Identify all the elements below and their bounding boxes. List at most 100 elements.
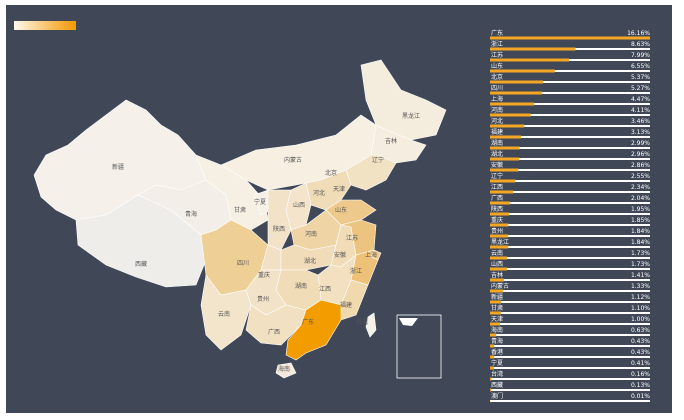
- south-china-sea-inset: [396, 314, 442, 379]
- bar[interactable]: [490, 201, 511, 205]
- category-label: 甘肃: [491, 304, 503, 312]
- value-label: 3.46%: [631, 118, 650, 125]
- category-label: 安徽: [491, 161, 503, 169]
- bar[interactable]: [490, 157, 520, 161]
- map-region-hainan[interactable]: [275, 362, 297, 379]
- bar[interactable]: [490, 377, 492, 381]
- bar-track: [490, 389, 650, 391]
- value-label: 0.16%: [631, 371, 650, 378]
- bar[interactable]: [490, 146, 520, 150]
- bar[interactable]: [490, 36, 650, 40]
- bar[interactable]: [490, 212, 510, 216]
- bar-track: [490, 147, 650, 149]
- province-label: 宁夏: [254, 198, 266, 206]
- value-label: 5.27%: [631, 85, 650, 92]
- bar-track: [490, 301, 650, 303]
- bar[interactable]: [490, 256, 508, 260]
- value-label: 0.43%: [631, 349, 650, 356]
- bar[interactable]: [490, 344, 495, 348]
- map-region-beijing-hebei[interactable]: [305, 169, 352, 211]
- province-label: 四川: [237, 260, 249, 267]
- bar[interactable]: [490, 124, 525, 128]
- province-label: 吉林: [385, 137, 397, 145]
- bar[interactable]: [490, 289, 504, 293]
- bar-track: [490, 356, 650, 358]
- bar[interactable]: [490, 278, 504, 282]
- bar[interactable]: [490, 69, 555, 73]
- bar-track: [490, 257, 650, 259]
- bar[interactable]: [490, 333, 497, 337]
- bar[interactable]: [490, 245, 509, 249]
- value-label: 1.10%: [631, 305, 650, 312]
- bar[interactable]: [490, 179, 516, 183]
- province-label: 江西: [319, 286, 331, 293]
- bar-track: [490, 400, 650, 402]
- province-label: 甘肃: [234, 206, 246, 214]
- bar[interactable]: [490, 322, 500, 326]
- bar[interactable]: [490, 300, 502, 304]
- category-label: 湖南: [491, 139, 503, 147]
- bar-track: [490, 367, 650, 369]
- bar[interactable]: [490, 113, 531, 117]
- map-region-heilongjiang[interactable]: [360, 59, 447, 141]
- value-label: 1.12%: [631, 294, 650, 301]
- category-label: 云南: [491, 249, 503, 257]
- province-label: 浙江: [350, 267, 362, 275]
- bar[interactable]: [490, 102, 535, 106]
- map-region-shaanxi[interactable]: [267, 189, 292, 251]
- category-label: 西藏: [491, 381, 503, 389]
- map-region-taiwan[interactable]: [365, 312, 377, 338]
- province-label: 黑龙江: [402, 112, 420, 120]
- value-label: 2.96%: [631, 151, 650, 158]
- bar[interactable]: [490, 355, 495, 359]
- category-label: 山西: [491, 260, 503, 268]
- map-region-liaoning[interactable]: [345, 154, 397, 191]
- chart-panel: 黑龙江 吉林 辽宁 内蒙古 北京 天津 河北 山西 山东 河南 陕西 宁夏 甘肃 青海 新疆 西藏 四川 重庆 湖北…: [6, 5, 672, 413]
- bar[interactable]: [490, 91, 543, 95]
- bar-track: [490, 213, 650, 215]
- bar[interactable]: [490, 168, 519, 172]
- province-label: 广西: [268, 328, 280, 336]
- bar[interactable]: [490, 267, 508, 271]
- category-label: 江苏: [491, 51, 503, 59]
- value-label: 4.47%: [631, 96, 650, 103]
- province-label: 陕西: [273, 225, 285, 233]
- bar[interactable]: [490, 80, 544, 84]
- province-label: 山西: [293, 201, 305, 209]
- bar-track: [490, 92, 650, 94]
- category-label: 澳门: [491, 392, 503, 400]
- map-region-xizang[interactable]: [75, 194, 207, 288]
- map-region-guangdong[interactable]: [285, 299, 342, 361]
- bar[interactable]: [490, 223, 509, 227]
- bar-track: [490, 246, 650, 248]
- bar-track: [490, 103, 650, 105]
- bar[interactable]: [490, 234, 509, 238]
- bar-track: [490, 334, 650, 336]
- bar-track: [490, 268, 650, 270]
- category-label: 宁夏: [491, 359, 503, 367]
- category-label: 福建: [491, 128, 503, 136]
- value-label: 2.55%: [631, 173, 650, 180]
- bar[interactable]: [490, 366, 495, 370]
- bar[interactable]: [490, 135, 521, 139]
- value-label: 1.73%: [631, 261, 650, 268]
- category-label: 广东: [491, 29, 503, 37]
- province-label: 贵州: [257, 295, 269, 303]
- bar[interactable]: [490, 47, 576, 51]
- bar[interactable]: [490, 58, 570, 62]
- bar[interactable]: [490, 190, 514, 194]
- category-label: 贵州: [491, 227, 503, 235]
- value-label: 1.95%: [631, 206, 650, 213]
- value-label: 2.04%: [631, 195, 650, 202]
- bar[interactable]: [490, 388, 492, 392]
- bar[interactable]: [490, 311, 501, 315]
- bar-track: [490, 180, 650, 182]
- value-label: 5.37%: [631, 74, 650, 81]
- map-region-yunnan[interactable]: [200, 274, 252, 351]
- category-label: 吉林: [491, 271, 503, 279]
- province-label: 海南: [278, 365, 290, 373]
- category-label: 湖北: [491, 150, 503, 158]
- province-label: 河北: [313, 189, 325, 197]
- value-label: 1.85%: [631, 217, 650, 224]
